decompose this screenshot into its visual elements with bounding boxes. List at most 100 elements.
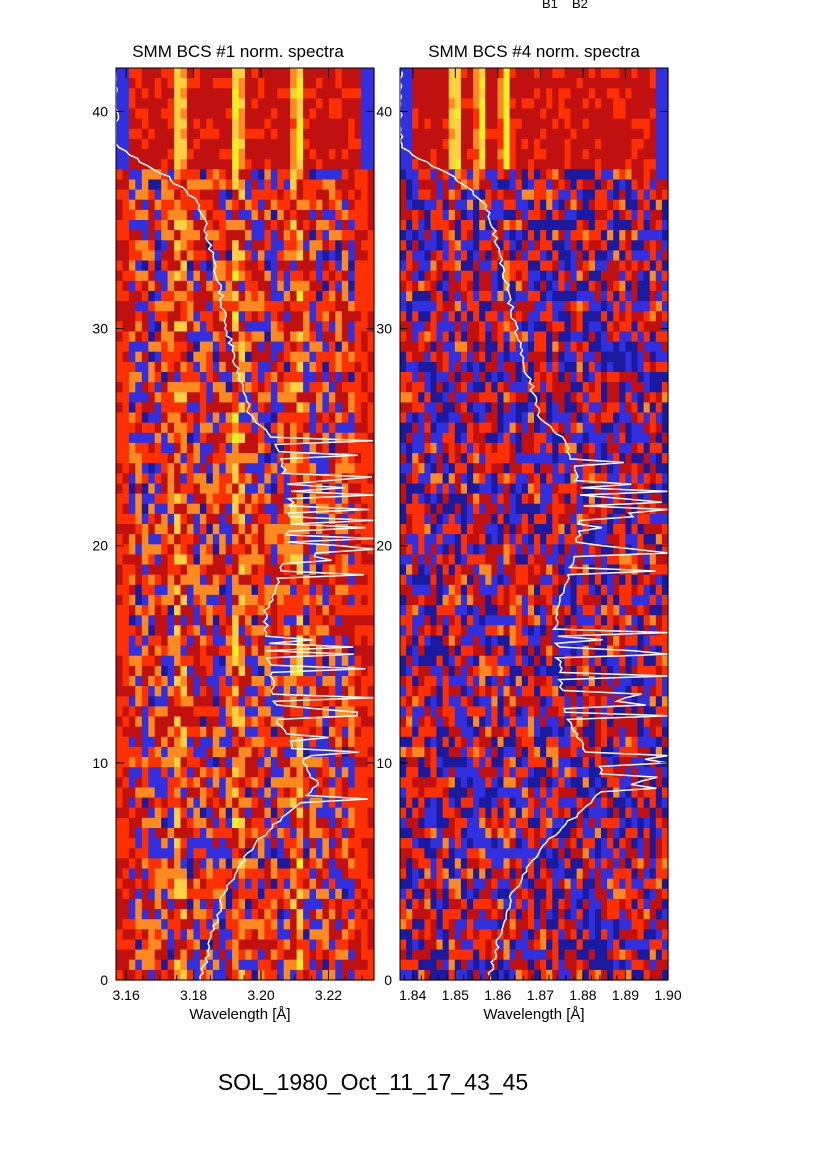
heatmap-cell <box>290 726 298 738</box>
heatmap-cell <box>328 706 336 718</box>
heatmap-cell <box>361 290 369 302</box>
heatmap-cell <box>206 746 214 758</box>
heatmap-cell <box>613 189 620 201</box>
heatmap-cell <box>485 250 492 262</box>
heatmap-cell <box>316 594 323 606</box>
heatmap-cell <box>251 311 259 322</box>
heatmap-cell <box>186 382 194 393</box>
heatmap-cell <box>303 138 311 150</box>
heatmap-cell <box>655 230 663 241</box>
heatmap-cell <box>643 240 651 251</box>
heatmap-cell <box>348 838 356 849</box>
heatmap-cell <box>277 828 285 839</box>
heatmap-cell <box>328 68 336 79</box>
heatmap-cell <box>154 149 162 160</box>
heatmap-cell <box>527 159 535 170</box>
heatmap-cell <box>128 564 136 576</box>
heatmap-cell <box>193 949 201 961</box>
heatmap-cell <box>154 787 162 799</box>
heatmap-cell <box>521 280 529 292</box>
heatmap-cell <box>296 98 304 110</box>
heatmap-cell <box>335 777 343 788</box>
heatmap-cell <box>283 402 291 414</box>
heatmap-cell <box>454 189 462 201</box>
heatmap-cell <box>257 422 265 434</box>
heatmap-cell <box>335 949 343 961</box>
heatmap-cell <box>335 676 343 687</box>
heatmap-cell <box>219 432 227 444</box>
heatmap-cell <box>348 199 356 211</box>
heatmap-cell <box>232 179 240 191</box>
heatmap-cell <box>303 169 311 180</box>
heatmap-cell <box>212 453 220 464</box>
heatmap-cell <box>354 706 362 718</box>
heatmap-cell <box>485 169 492 180</box>
heatmap-cell <box>348 230 356 241</box>
heatmap-cell <box>193 625 201 636</box>
heatmap-cell <box>448 372 456 383</box>
heatmap-cell <box>225 270 233 282</box>
heatmap-cell <box>277 493 285 505</box>
heatmap-cell <box>212 301 220 312</box>
heatmap-cell <box>625 341 633 353</box>
heatmap-cell <box>122 392 130 403</box>
heatmap-cell <box>424 98 432 110</box>
heatmap-cell <box>128 432 136 444</box>
heatmap-cell <box>552 280 559 292</box>
heatmap-cell <box>619 311 626 322</box>
heatmap-cell <box>412 301 419 312</box>
heatmap-cell <box>270 594 278 606</box>
heatmap-cell <box>527 301 535 312</box>
heatmap-cell <box>180 736 188 748</box>
heatmap-cell <box>199 584 207 596</box>
heatmap-cell <box>167 939 175 951</box>
heatmap-cell <box>412 118 419 130</box>
heatmap-cell <box>199 787 207 799</box>
heatmap-cell <box>637 301 645 312</box>
heatmap-cell <box>257 534 265 545</box>
heatmap-cell <box>283 696 291 707</box>
heatmap-cell <box>400 220 407 231</box>
heatmap-cell <box>367 128 375 140</box>
heatmap-cell <box>335 807 343 819</box>
heatmap-cell <box>558 138 566 150</box>
heatmap-cell <box>290 878 298 890</box>
heatmap-cell <box>316 361 323 373</box>
heatmap-cell <box>148 534 156 545</box>
heatmap-cell <box>186 787 194 799</box>
heatmap-cell <box>180 240 188 251</box>
heatmap-cell <box>232 828 240 839</box>
heatmap-cell <box>161 179 169 191</box>
heatmap-cell <box>264 554 272 566</box>
heatmap-cell <box>122 706 130 718</box>
heatmap-cell <box>479 169 486 180</box>
heatmap-cell <box>257 574 265 586</box>
heatmap-cell <box>582 138 590 150</box>
heatmap-cell <box>341 858 349 870</box>
heatmap-cell <box>607 108 614 120</box>
heatmap-cell <box>601 108 608 120</box>
heatmap-cell <box>180 432 188 444</box>
heatmap-cell <box>328 777 336 788</box>
heatmap-cell <box>546 321 553 332</box>
heatmap-cell <box>348 493 356 505</box>
heatmap-cell <box>238 463 246 474</box>
heatmap-cell <box>161 473 169 484</box>
heatmap-cell <box>174 209 182 221</box>
heatmap-cell <box>251 280 259 292</box>
heatmap-cell <box>270 209 278 221</box>
heatmap-cell <box>309 959 317 971</box>
heatmap-cell <box>245 848 252 859</box>
heatmap-cell <box>283 128 291 140</box>
heatmap-cell <box>527 138 535 150</box>
heatmap-cell <box>570 149 578 160</box>
heatmap-cell <box>625 301 633 312</box>
heatmap-cell <box>238 351 246 363</box>
heatmap-cell <box>335 746 343 758</box>
heatmap-cell <box>594 179 602 191</box>
heatmap-cell <box>412 240 419 251</box>
heatmap-cell <box>206 250 214 262</box>
heatmap-cell <box>296 544 304 555</box>
heatmap-cell <box>564 280 572 292</box>
heatmap-cell <box>546 270 553 282</box>
